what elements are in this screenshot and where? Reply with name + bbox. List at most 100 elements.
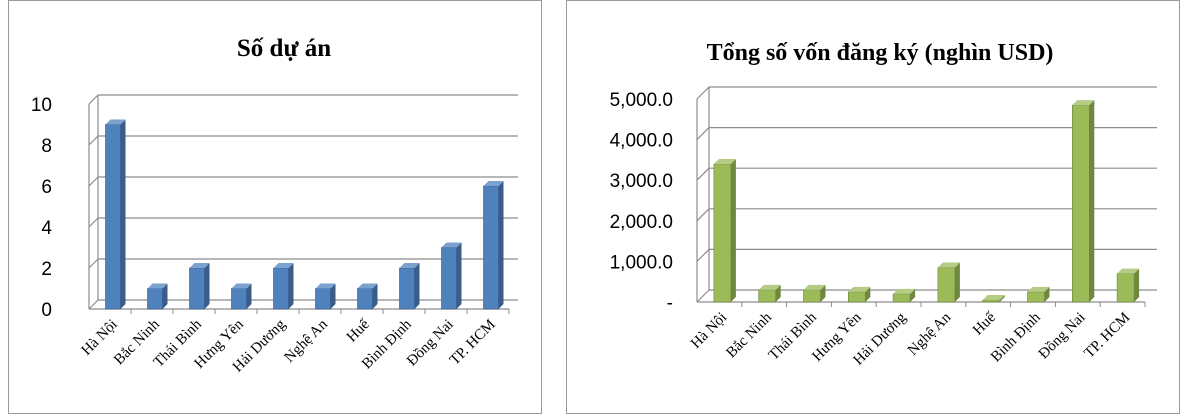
x-tick-label: Đồng Nai	[1036, 310, 1089, 363]
bar-4	[231, 283, 252, 310]
bar-front	[1027, 291, 1045, 303]
bar-side	[372, 283, 378, 309]
bar-front	[937, 267, 956, 303]
x-tick-label: Bình Định	[988, 309, 1044, 365]
bar-3	[189, 263, 210, 310]
bar-front	[483, 185, 499, 310]
y-tick-label: 2,000.0	[610, 212, 673, 233]
gridline-depth	[88, 176, 99, 187]
bar-8	[1027, 286, 1050, 303]
y-tick-label: 10	[31, 95, 52, 116]
bar-front	[441, 247, 457, 310]
bar-side	[730, 158, 736, 302]
bar-top	[483, 181, 504, 186]
x-tick-label: Huế	[970, 309, 999, 338]
x-tick-label: Nghệ An	[905, 309, 955, 359]
bar-side	[1044, 286, 1050, 302]
bar-7	[357, 283, 378, 310]
x-tick-label: Nghệ An	[282, 316, 332, 366]
bar-top	[982, 294, 1005, 300]
bar-front	[231, 288, 247, 310]
bar-10	[483, 181, 504, 310]
bar-top	[147, 283, 168, 289]
y-tick-label: -	[667, 293, 673, 314]
bar-front	[803, 289, 821, 303]
gridline-depth	[696, 127, 710, 141]
y-tick-label: 3,000.0	[610, 171, 673, 192]
gridline-depth	[696, 86, 710, 100]
x-tick-label: TP. HCM	[1081, 310, 1133, 362]
gridline-depth	[696, 167, 710, 181]
bar-2	[147, 283, 168, 310]
y-tick-label: 1,000.0	[610, 252, 673, 273]
y-tick-label: 4,000.0	[610, 131, 673, 152]
bar-front	[847, 291, 866, 303]
bar-6	[315, 283, 336, 310]
bar-side	[330, 283, 336, 309]
bar-front	[105, 124, 121, 310]
bar-side	[162, 283, 168, 309]
bar-side	[820, 284, 826, 302]
bar-front	[713, 163, 732, 303]
gridline-depth	[88, 217, 99, 228]
x-tick-label: TP. HCM	[447, 317, 499, 369]
y-tick-label: 2	[41, 259, 52, 280]
bar-side	[120, 119, 126, 309]
bar-top	[713, 158, 736, 164]
bar-top	[399, 263, 420, 268]
bar-side	[910, 288, 916, 302]
bar-7	[982, 294, 1005, 303]
gridline-depth	[88, 258, 99, 269]
y-tick-label: 8	[41, 136, 52, 157]
bar-top	[315, 283, 336, 289]
chart-title: Số dự án	[237, 35, 331, 62]
bar-8	[399, 263, 420, 310]
bar-front	[892, 293, 911, 303]
bar-front	[147, 288, 163, 310]
bar-top	[189, 263, 210, 268]
bar-side	[288, 263, 294, 309]
chart-title: Tổng số vốn đăng ký (nghìn USD)	[707, 40, 1054, 66]
bar-top	[803, 284, 826, 290]
bar-front	[982, 299, 1001, 303]
bar-side	[498, 181, 504, 309]
bar-top	[273, 263, 294, 268]
chart-panel-projects: Số dự án 0 2 4 6 8 10 Hà Nội Bắc Ninh Thái Bình H…	[8, 0, 542, 414]
bar-top	[937, 262, 960, 268]
gridline-depth	[88, 94, 99, 105]
gridline-depth	[88, 299, 99, 310]
bar-side	[246, 283, 252, 309]
y-tick-label: 4	[41, 218, 52, 239]
bar-1	[713, 158, 736, 303]
gridline-depth	[696, 248, 710, 262]
bar-5	[892, 288, 916, 303]
bar-top	[1027, 286, 1050, 292]
x-tick-label: Đồng Nai	[404, 317, 457, 370]
bar-4	[847, 286, 871, 303]
bar-top	[357, 283, 378, 289]
y-tick-label: 5,000.0	[610, 90, 673, 111]
x-tick-label: Huế	[344, 316, 373, 345]
bar-side	[1134, 268, 1140, 302]
bar-9	[1071, 100, 1095, 303]
bar-top	[441, 242, 462, 248]
bar-top	[758, 284, 781, 290]
bar-side	[1089, 100, 1095, 302]
bar-2	[758, 284, 781, 303]
bar-side	[775, 284, 781, 302]
bar-top	[105, 119, 126, 125]
bar-top	[848, 286, 871, 292]
bar-top	[893, 288, 916, 294]
bar-front	[273, 267, 289, 310]
bar-front	[399, 267, 415, 310]
bar-front	[357, 288, 373, 310]
bar-side	[414, 263, 420, 309]
chart-panel-capital: Tổng số vốn đăng ký (nghìn USD) - 1,000.0…	[566, 0, 1180, 414]
bar-front	[189, 267, 205, 310]
bar-side	[865, 286, 871, 302]
bar-front	[315, 288, 331, 310]
bar-9	[441, 242, 462, 310]
bar-10	[1116, 268, 1140, 303]
